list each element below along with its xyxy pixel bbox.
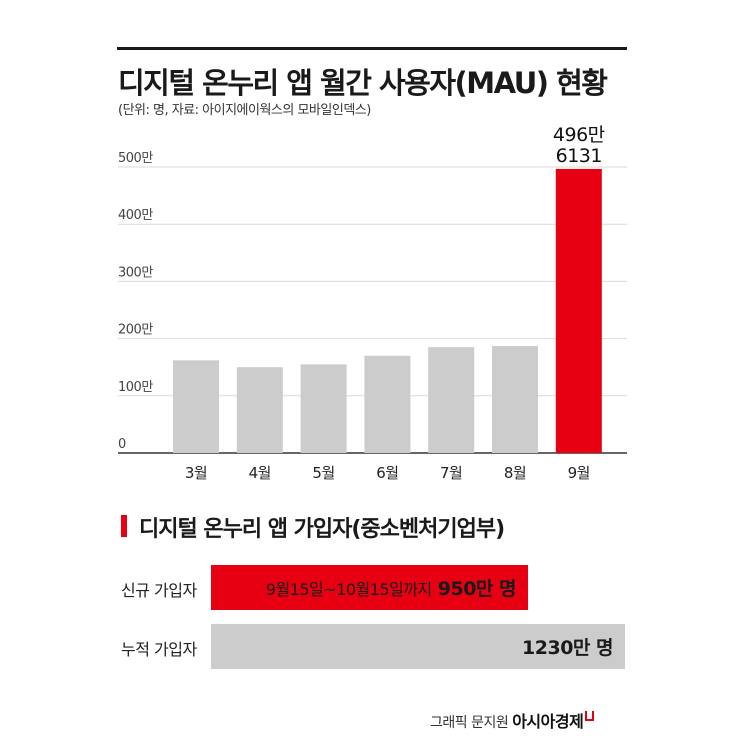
highlight-data-label: 6131 <box>556 145 602 167</box>
y-tick-label: 200만 <box>118 323 153 338</box>
x-tick-label: 5월 <box>312 464 334 482</box>
x-tick-label: 3월 <box>185 464 207 482</box>
total-subscribers-value: 1230만 명 <box>522 637 613 659</box>
brand-mark-icon <box>585 711 595 721</box>
row-label-total-subscribers: 누적 가입자 <box>121 640 197 659</box>
chart-title: 디지털 온누리 앱 월간 사용자(MAU) 현황 <box>118 66 608 100</box>
y-tick-label: 400만 <box>118 208 153 223</box>
bar-5-month <box>300 364 347 453</box>
bar-4-month <box>236 367 283 453</box>
credit: 그래픽 문지원 아시아경제 <box>430 708 595 732</box>
new-subscribers-bar: 9월15일~10월15일까지 950만 명 <box>211 565 528 610</box>
y-tick-label: 300만 <box>118 265 153 280</box>
row-label-new-subscribers: 신규 가입자 <box>121 581 197 600</box>
total-subscribers-bar: 1230만 명 <box>211 624 625 669</box>
x-tick-label: 8월 <box>504 464 526 482</box>
chart-subtitle: (단위: 명, 자료: 아이지에이웍스의 모바일인덱스) <box>118 103 371 118</box>
y-tick-label: 0 <box>118 437 126 452</box>
bar-8-month <box>492 346 538 453</box>
credit-text: 그래픽 문지원 <box>430 715 509 731</box>
top-rule <box>117 47 627 50</box>
x-tick-label: 6월 <box>376 464 398 482</box>
x-tick-label: 4월 <box>249 464 271 482</box>
highlight-data-label: 496만 <box>553 124 605 146</box>
bar-7-month <box>428 347 475 453</box>
new-subscribers-period: 9월15일~10월15일까지 <box>265 579 432 599</box>
x-tick-label: 7월 <box>440 464 462 482</box>
section-accent-mark <box>121 515 127 537</box>
brand-logo-text: 아시아경제 <box>512 712 584 731</box>
bar-6-month <box>364 355 411 453</box>
y-tick-label: 500만 <box>118 151 153 166</box>
y-tick-label: 100만 <box>118 380 153 395</box>
mau-bar-chart: 0 100만 200만 300만 400만 500만 3월 4월 5월 6월 7월 8월 9월 496… <box>118 124 627 482</box>
section-title: 디지털 온누리 앱 가입자(중소벤처기업부) <box>139 517 505 542</box>
bar-9-month <box>555 168 602 453</box>
new-subscribers-value: 950만 명 <box>437 578 517 600</box>
x-tick-label: 9월 <box>568 464 590 482</box>
bar-3-month <box>173 360 219 453</box>
